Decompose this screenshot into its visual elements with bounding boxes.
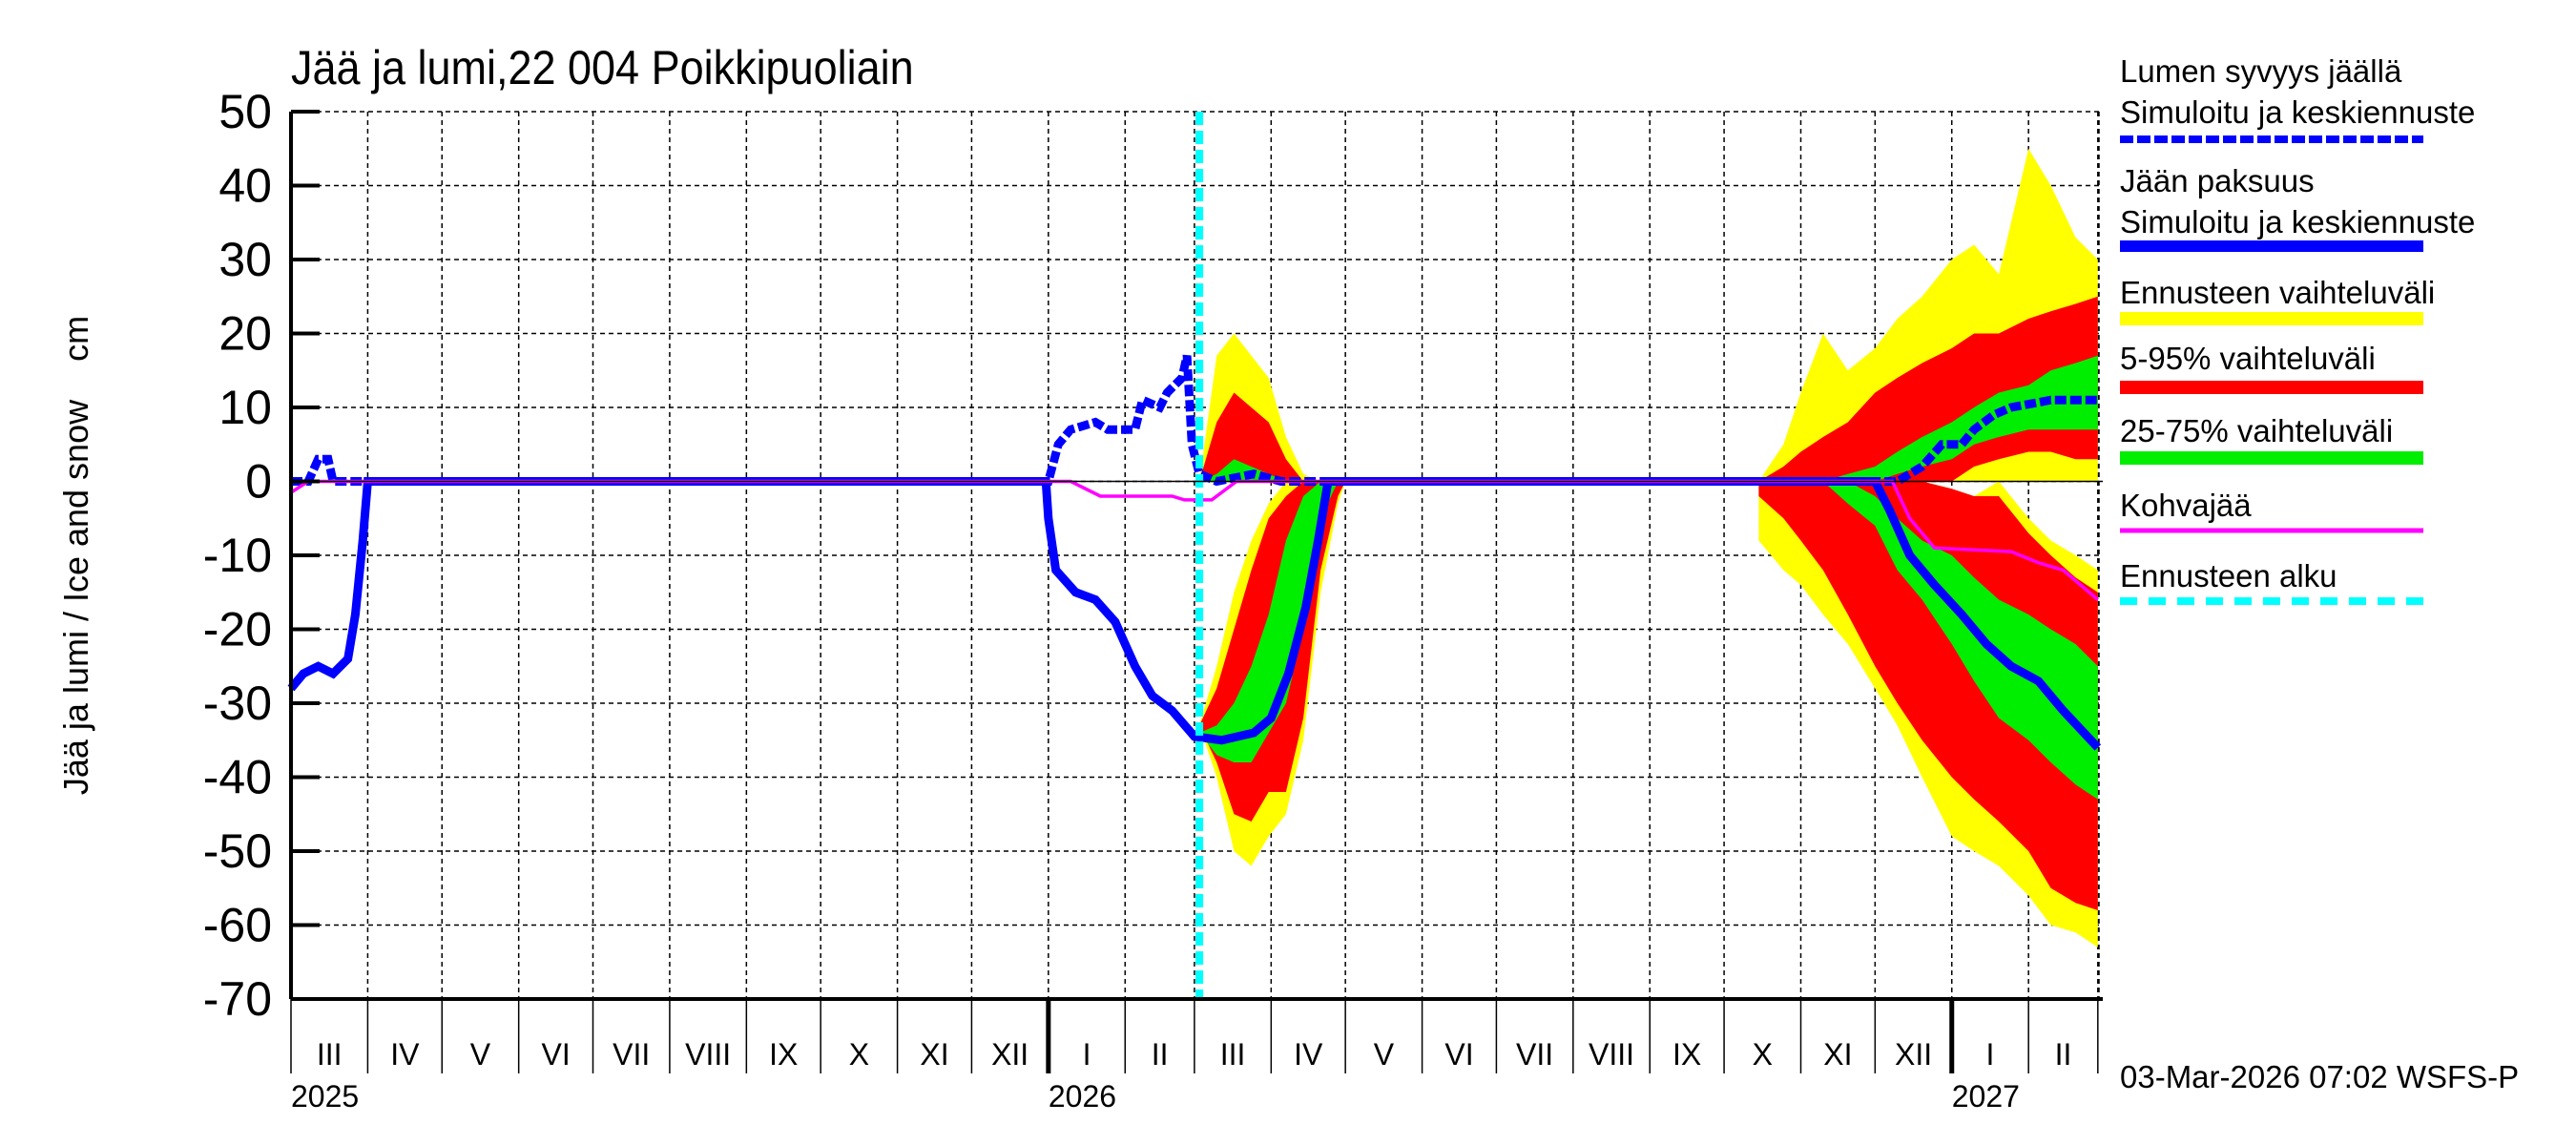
y-tick-label: 30 xyxy=(218,233,272,286)
y-tick-label: -50 xyxy=(203,824,272,878)
month-label: XI xyxy=(1823,1037,1852,1072)
series-lines xyxy=(287,112,2102,999)
legend-label: Ennusteen alku xyxy=(2120,558,2337,593)
y-tick-label: 0 xyxy=(245,455,272,509)
y-tick-label: -40 xyxy=(203,751,272,804)
y-tick-label: 20 xyxy=(218,307,272,361)
legend: Lumen syvyys jäällä Simuloitu ja keskienn… xyxy=(2120,53,2475,605)
month-label: XII xyxy=(991,1037,1028,1072)
month-label: IX xyxy=(769,1037,798,1072)
timestamp: 03-Mar-2026 07:02 WSFS-P xyxy=(2120,1059,2519,1094)
snow-band-red xyxy=(1199,392,1346,482)
y-tick-label: 10 xyxy=(218,381,272,434)
month-label: X xyxy=(1753,1037,1773,1072)
ice-band-green xyxy=(1199,481,1346,762)
kohva-series-line xyxy=(290,479,2099,601)
y-tick-label: -20 xyxy=(203,603,272,656)
month-label: III xyxy=(1220,1037,1246,1072)
month-label: IV xyxy=(1294,1037,1323,1072)
year-label: 2026 xyxy=(1049,1079,1116,1114)
year-label: 2025 xyxy=(291,1079,359,1114)
y-tick-label: -60 xyxy=(203,899,272,952)
month-label: VIII xyxy=(1589,1037,1634,1072)
month-label: VIII xyxy=(685,1037,731,1072)
y-tick-label: -70 xyxy=(203,972,272,1026)
year-label: 2027 xyxy=(1952,1079,2020,1114)
month-label: V xyxy=(1374,1037,1395,1072)
ice-band-red xyxy=(1758,481,2098,910)
legend-label: Ennusteen vaihteluväli xyxy=(2120,275,2435,310)
month-label: XI xyxy=(920,1037,948,1072)
month-label: II xyxy=(1152,1037,1169,1072)
legend-label: Simuloitu ja keskiennuste xyxy=(2120,94,2475,130)
legend-label: 25-75% vaihteluväli xyxy=(2120,413,2393,448)
y-axis-label: Jää ja lumi / Ice and snow cm xyxy=(56,316,95,795)
y-tick-label: -30 xyxy=(203,677,272,730)
legend-label: 5-95% vaihteluväli xyxy=(2120,341,2376,376)
month-label: I xyxy=(1986,1037,1995,1072)
month-label: V xyxy=(470,1037,491,1072)
month-label: X xyxy=(849,1037,869,1072)
y-tick-label: 50 xyxy=(218,85,272,138)
snow-series-line xyxy=(291,354,2098,487)
legend-label: Lumen syvyys jäällä xyxy=(2120,53,2402,89)
month-label: VII xyxy=(613,1037,650,1072)
month-label: IX xyxy=(1672,1037,1701,1072)
month-label: IV xyxy=(390,1037,420,1072)
month-label: VI xyxy=(541,1037,570,1072)
legend-label: Kohvajää xyxy=(2120,488,2252,523)
chart-title: Jää ja lumi,22 004 Poikkipuoliain xyxy=(291,42,914,95)
snow-band-red xyxy=(1758,296,2098,482)
month-label: I xyxy=(1083,1037,1091,1072)
y-tick-label: 40 xyxy=(218,159,272,213)
y-tick-label: -10 xyxy=(203,529,272,582)
month-label: II xyxy=(2055,1037,2072,1072)
forecast-bands xyxy=(1199,148,2098,947)
ice-band-green xyxy=(1758,481,2098,800)
legend-label: Simuloitu ja keskiennuste xyxy=(2120,204,2475,239)
legend-label: Jään paksuus xyxy=(2120,163,2315,198)
month-label: VI xyxy=(1444,1037,1473,1072)
month-label: III xyxy=(317,1037,343,1072)
month-label: XII xyxy=(1895,1037,1932,1072)
ice-series-line xyxy=(287,477,2102,751)
month-label: VII xyxy=(1516,1037,1553,1072)
